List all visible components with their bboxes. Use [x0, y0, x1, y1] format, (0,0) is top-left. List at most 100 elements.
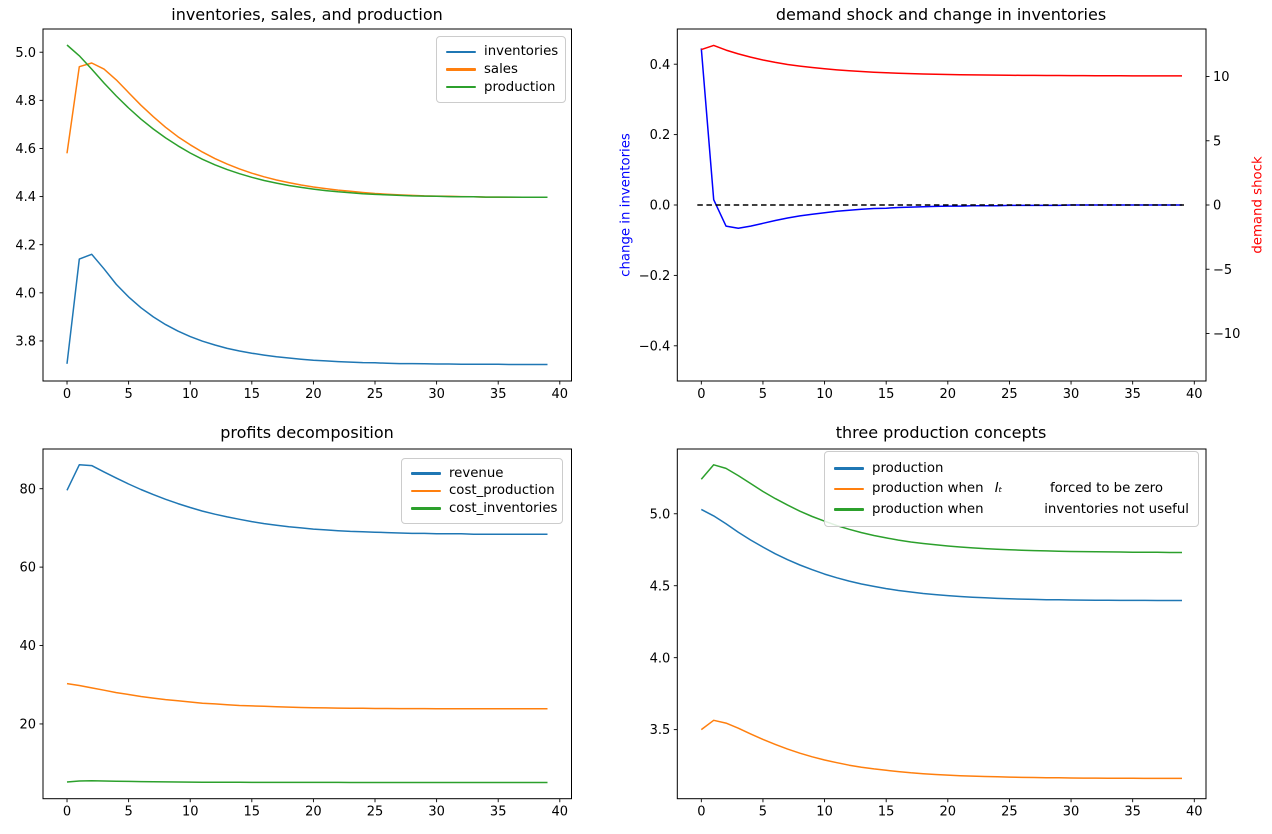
x-tick-label: 5	[759, 805, 767, 820]
x-tick-label: 15	[878, 805, 895, 820]
y-tick-label: 5.0	[650, 507, 671, 522]
y-tick-label: −0.4	[639, 339, 671, 354]
axes-spines	[676, 28, 1207, 382]
series-line-revenue	[66, 464, 548, 535]
subplot-top-right: 0 5 10 15 20 25 30 35 40 −0.4 −0.2 0.0 0.2 0.4 −10 −5 0 5…	[639, 28, 1240, 402]
y-tick-label: 3.5	[650, 723, 671, 738]
legend-swatch-revenue	[411, 472, 441, 475]
chart-title-profits-decomposition: profits decomposition	[220, 423, 394, 442]
legend-swatch-production-it-zero	[834, 487, 864, 491]
x-tick-label: 0	[697, 387, 705, 402]
x-tick-label: 5	[124, 387, 132, 402]
legend-item-sales: sales	[446, 61, 556, 78]
legend-swatch-inventories	[446, 50, 476, 54]
x-tick-label: 35	[490, 805, 507, 820]
x-tick-label: 30	[1063, 805, 1080, 820]
y-tick-label: 0.0	[650, 199, 671, 214]
x-tick-label: 35	[1124, 387, 1141, 402]
x-tick-label: 0	[63, 805, 71, 820]
x-tick-label: 15	[878, 387, 895, 402]
legend-label: production	[484, 79, 556, 95]
x-tick-label: 10	[816, 805, 833, 820]
chart-title-demand-shock: demand shock and change in inventories	[775, 5, 1107, 24]
y-tick-label: 3.8	[15, 335, 36, 350]
series-line-cost_production	[66, 682, 548, 710]
y-tick-right-label: 5	[1213, 134, 1221, 149]
series-line-cost_inventories	[66, 780, 548, 784]
legend-bottom-left: revenue cost_production cost_inventories	[401, 458, 563, 524]
legend-bottom-right: production production when Iₜ forced to …	[824, 451, 1199, 527]
legend-item-revenue: revenue	[411, 465, 553, 482]
series-line-production	[700, 508, 1182, 602]
legend-label-math-It: Iₜ	[994, 481, 1003, 497]
x-tick-label: 5	[759, 387, 767, 402]
legend-swatch-production	[834, 467, 864, 470]
x-tick-label: 30	[428, 805, 445, 820]
legend-label: production	[872, 460, 944, 476]
x-tick-label: 15	[244, 805, 261, 820]
x-tick-label: 20	[305, 387, 322, 402]
x-tick-label: 20	[940, 805, 957, 820]
x-tick-label: 5	[124, 805, 132, 820]
y-tick-label: 80	[19, 482, 36, 497]
legend-swatch-production-no-inventories	[834, 508, 864, 511]
y-tick-right-label: 0	[1213, 199, 1221, 214]
x-tick-label: 30	[1063, 387, 1080, 402]
series-line-demand_shock	[701, 44, 1182, 77]
y-tick-right-label: −10	[1213, 327, 1240, 342]
y-tick-label: 4.0	[650, 651, 671, 666]
y-tick-right-label: 10	[1213, 70, 1230, 85]
chart-title-three-production-concepts: three production concepts	[835, 423, 1047, 442]
legend-label: production when	[872, 481, 988, 497]
series-line-inventories	[66, 253, 548, 366]
x-tick-label: 40	[552, 805, 569, 820]
legend-label: revenue	[449, 466, 504, 482]
y-tick-label: 40	[19, 639, 36, 654]
legend-label: cost_production	[449, 483, 555, 499]
axes-spines	[676, 448, 1207, 800]
legend-swatch-cost-production	[411, 489, 441, 493]
y-tick-label: 0.2	[650, 128, 671, 143]
legend-swatch-sales	[446, 68, 476, 71]
x-tick-label: 25	[367, 387, 384, 402]
y-tick-label: 4.6	[15, 142, 36, 157]
legend-item-inventories: inventories	[446, 43, 558, 60]
y-tick-label: 0.4	[650, 58, 671, 73]
legend-item-production: production	[446, 79, 556, 96]
x-tick-label: 20	[940, 387, 957, 402]
legend-item-cost-production: cost_production	[411, 482, 555, 499]
x-tick-label: 40	[1186, 805, 1203, 820]
x-tick-label: 15	[244, 387, 261, 402]
y-tick-label: 20	[19, 718, 36, 733]
x-tick-label: 30	[428, 387, 445, 402]
legend-label-right: inventories not useful	[1044, 502, 1189, 518]
axes-spines	[42, 448, 572, 800]
x-tick-label: 0	[63, 387, 71, 402]
y-tick-label: 4.2	[15, 238, 36, 253]
y-tick-label: 4.0	[15, 286, 36, 301]
x-tick-label: 25	[1001, 805, 1018, 820]
x-tick-label: 10	[816, 387, 833, 402]
y-tick-label: −0.2	[639, 269, 671, 284]
subplot-top-left: 0 5 10 15 20 25 30 35 40 3.8 4.0 4.2 4.4 4.6 4.8 5.0	[15, 28, 572, 402]
y-axis-label-change-in-inventories: change in inventories	[618, 133, 634, 277]
subplot-bottom-right: 0 5 10 15 20 25 30 35 40 3.5 4.0 4.5 5.0	[650, 448, 1207, 820]
x-tick-label: 25	[1001, 387, 1018, 402]
subplot-bottom-left: 0 5 10 15 20 25 30 35 40 20 40 60 80	[19, 448, 572, 820]
x-tick-label: 25	[367, 805, 384, 820]
legend-swatch-cost-inventories	[411, 507, 441, 510]
legend-item-production: production	[834, 460, 1189, 477]
x-tick-label: 35	[490, 387, 507, 402]
y-tick-label: 5.0	[15, 46, 36, 61]
y-tick-label: 60	[19, 561, 36, 576]
chart-title-inventories-sales-production: inventories, sales, and production	[171, 5, 443, 24]
legend-item-cost-inventories: cost_inventories	[411, 500, 557, 517]
x-tick-label: 40	[1186, 387, 1203, 402]
series-line-production_when_It_forced_to_zero	[700, 719, 1182, 780]
x-tick-label: 20	[305, 805, 322, 820]
x-tick-label: 40	[552, 387, 569, 402]
legend-item-production-no-inventories: production when inventories not useful	[834, 501, 1189, 518]
legend-label: production when	[872, 502, 984, 518]
x-tick-label: 0	[697, 805, 705, 820]
